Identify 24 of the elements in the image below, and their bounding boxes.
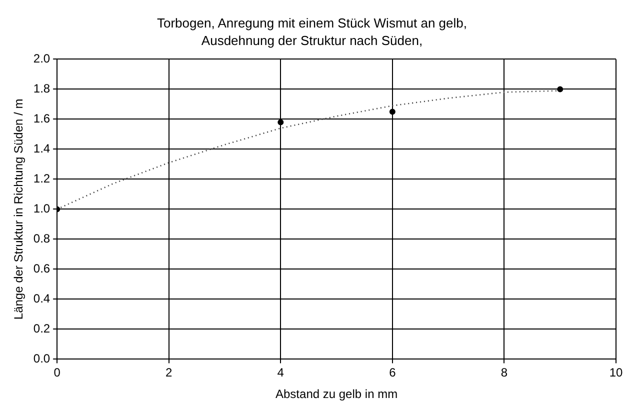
y-tick-label: 1.4 [33,142,50,156]
y-tick-label: 0.6 [33,262,50,276]
y-tick-label: 1.8 [33,82,50,96]
x-tick-label: 2 [166,366,173,380]
y-tick-label: 0.4 [33,292,50,306]
y-tick-label: 1.2 [33,172,50,186]
y-tick-label: 0.0 [33,352,50,366]
chart-subtitle: Ausdehnung der Struktur nach Süden, [201,32,423,48]
point [557,86,564,92]
x-axis-title: Abstand zu gelb in mm [276,387,398,402]
y-tick-label: 0.8 [33,232,50,246]
x-tick-label: 8 [500,366,508,380]
point [389,108,396,115]
y-tick-label: 2.0 [33,52,50,66]
x-tick-label: 10 [609,366,623,380]
chart-title: Torbogen, Anregung mit einem Stück Wismut an gelb, [157,15,467,30]
x-tick-label: 4 [277,366,284,380]
point [278,119,284,126]
y-tick-label: 1.0 [33,202,50,216]
x-tick-label: 0 [54,366,61,380]
y-tick-label: 0.2 [33,322,50,336]
y-axis-title: Länge der Struktur in Richtung Süden / m [12,98,26,320]
x-tick-label: 6 [389,366,396,380]
y-tick-label: 1.6 [33,112,50,126]
